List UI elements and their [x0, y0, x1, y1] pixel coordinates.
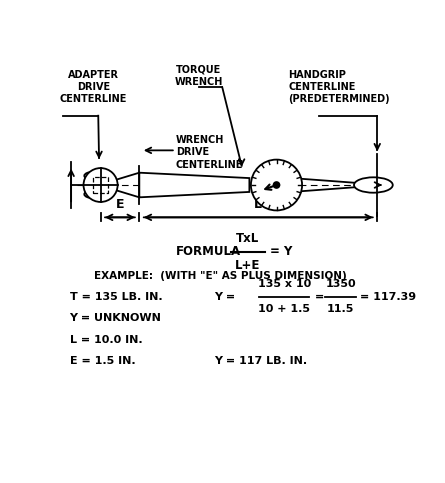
Text: 135 x 10: 135 x 10 — [258, 279, 311, 289]
Text: = Y: = Y — [270, 245, 292, 258]
Text: L = 10.0 IN.: L = 10.0 IN. — [69, 335, 142, 345]
Text: T = 135 LB. IN.: T = 135 LB. IN. — [69, 292, 162, 302]
Text: EXAMPLE:  (WITH "E" AS PLUS DIMENSION): EXAMPLE: (WITH "E" AS PLUS DIMENSION) — [94, 271, 347, 281]
Text: L: L — [254, 198, 262, 211]
Text: 11.5: 11.5 — [327, 304, 355, 314]
Text: Y =: Y = — [214, 292, 235, 302]
Text: E: E — [116, 198, 124, 211]
Text: TORQUE
WRENCH: TORQUE WRENCH — [175, 64, 223, 86]
Text: 1350: 1350 — [325, 279, 356, 289]
Ellipse shape — [354, 177, 393, 193]
Text: E = 1.5 IN.: E = 1.5 IN. — [69, 356, 135, 366]
Text: ADAPTER
DRIVE
CENTERLINE: ADAPTER DRIVE CENTERLINE — [60, 70, 127, 104]
Polygon shape — [139, 173, 249, 198]
Circle shape — [273, 181, 280, 189]
Text: L+E: L+E — [235, 259, 260, 272]
Text: TxL: TxL — [236, 232, 259, 245]
Text: = 117.39: = 117.39 — [360, 292, 417, 302]
Text: Y = 117 LB. IN.: Y = 117 LB. IN. — [214, 356, 307, 366]
Text: =: = — [315, 292, 324, 302]
Ellipse shape — [84, 190, 101, 198]
Circle shape — [251, 159, 302, 211]
Circle shape — [84, 168, 117, 202]
Text: FORMULA: FORMULA — [176, 245, 241, 258]
Text: Y = UNKNOWN: Y = UNKNOWN — [69, 313, 162, 323]
Text: HANDGRIP
CENTERLINE
(PREDETERMINED): HANDGRIP CENTERLINE (PREDETERMINED) — [288, 70, 390, 104]
Text: 10 + 1.5: 10 + 1.5 — [258, 304, 310, 314]
Text: WRENCH
DRIVE
CENTERLINE: WRENCH DRIVE CENTERLINE — [176, 135, 243, 170]
Ellipse shape — [84, 172, 101, 180]
